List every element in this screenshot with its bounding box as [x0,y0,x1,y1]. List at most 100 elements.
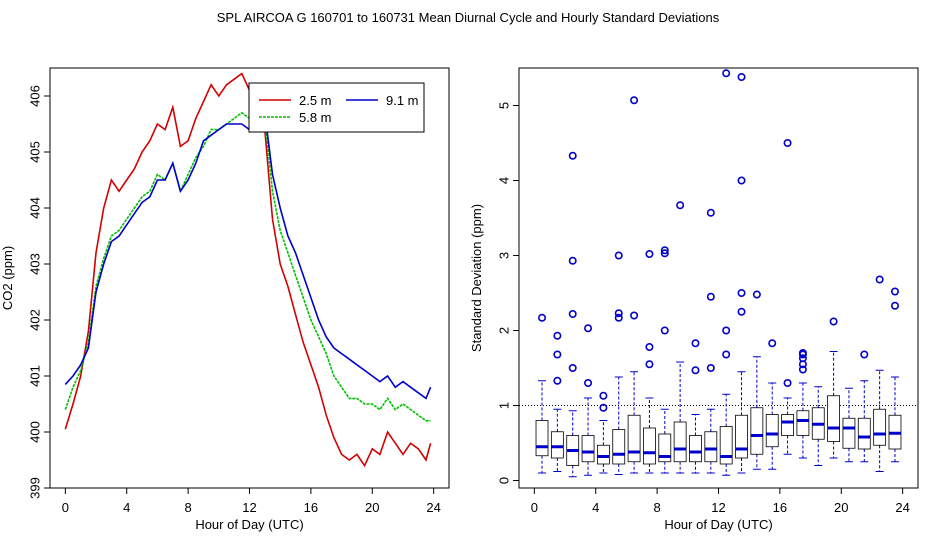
box-outlier [722,326,731,335]
box-outlier [660,249,669,258]
box-hour-21.5 [857,350,871,463]
box-outlier [722,69,731,78]
box-iqr [765,414,779,448]
co2-x-tick-label: 20 [365,500,379,515]
box-outlier [599,391,608,400]
box-outlier [584,378,593,387]
box-outlier [737,307,746,316]
box-hour-17.5 [796,348,810,459]
box-iqr [842,417,856,449]
box-outlier [614,251,623,260]
box-hour-3.5 [581,324,595,476]
box-hour-14.5 [750,290,764,470]
box-hour-2.5 [566,151,580,478]
legend-label: 2.5 m [299,93,332,108]
sd-y-tick-label: 2 [496,327,511,334]
box-hour-12.5 [719,69,733,476]
box-outlier [752,290,761,299]
box-outlier [614,309,623,318]
box-outlier [660,326,669,335]
box-hour-6.5 [627,96,641,474]
box-outlier [798,354,807,363]
box-outlier [568,151,577,160]
box-hour-10.5 [689,339,702,474]
box-outlier [706,208,715,217]
box-outlier [553,331,562,340]
sd-y-tick-label: 0 [496,477,511,484]
box-outlier [553,376,562,385]
box-iqr [735,414,748,459]
sd-y-tick-label: 3 [496,252,511,259]
box-hour-16.5 [781,139,794,455]
box-iqr [673,421,687,463]
box-iqr [719,426,733,465]
box-hour-8.5 [658,246,672,474]
box-outlier [691,339,700,348]
legend-label: 9.1 m [386,93,419,108]
box-iqr [597,444,610,465]
box-outlier [706,363,715,372]
sd-x-tick-label: 24 [895,500,909,515]
box-outlier [860,350,869,359]
box-outlier [737,176,746,185]
box-hour-20.5 [842,387,856,463]
co2-x-tick-label: 8 [184,500,191,515]
sd-x-tick-label: 12 [711,500,725,515]
co2-y-tick-label: 399 [27,477,42,499]
sd-y-tick-label: 4 [496,177,511,184]
box-hour-22.5 [873,275,887,472]
sd-x-tick-label: 8 [653,500,660,515]
box-outlier [890,301,899,310]
box-iqr [643,427,656,465]
co2-x-tick-label: 0 [62,500,69,515]
co2-y-axis-label: CO2 (ppm) [0,246,15,310]
sd-x-axis-label: Hour of Day (UTC) [664,517,772,532]
co2-x-axis-label: Hour of Day (UTC) [195,517,303,532]
co2-y-tick-label: 406 [27,85,42,107]
co2-y-tick-label: 405 [27,141,42,163]
box-iqr [612,429,626,465]
box-iqr [550,431,564,459]
sd-x-tick-label: 20 [834,500,848,515]
box-outlier [645,250,654,259]
box-outlier [691,366,700,375]
box-outlier [599,403,608,412]
box-hour-9.5 [673,201,687,474]
box-hour-1.5 [550,331,564,472]
box-hour-0.5 [535,313,549,474]
box-hour-18.5 [811,386,825,466]
co2-x-tick-label: 12 [242,500,256,515]
legend-label: 5.8 m [299,110,332,125]
box-iqr [796,410,810,436]
chart-title: SPL AIRCOA G 160701 to 160731 Mean Diurn… [216,10,720,25]
box-outlier [783,139,792,148]
box-outlier [584,324,593,333]
box-hour-23.5 [888,287,902,463]
sd-x-tick-label: 4 [592,500,599,515]
box-outlier [614,313,623,322]
box-iqr [535,420,549,457]
box-hour-15.5 [765,339,779,470]
co2-y-tick-label: 400 [27,421,42,443]
box-outlier [553,350,562,359]
box-iqr [750,407,764,455]
box-hour-19.5 [827,317,840,459]
sd-x-tick-label: 16 [773,500,787,515]
box-iqr [581,435,595,463]
co2-y-tick-label: 402 [27,309,42,331]
sd-y-tick-label: 5 [496,102,511,109]
box-hour-13.5 [735,73,748,474]
legend-box [248,82,425,133]
box-outlier [645,360,654,369]
box-outlier [768,339,777,348]
box-outlier [538,313,547,322]
sd-y-axis-label: Standard Deviation (ppm) [469,204,484,352]
box-outlier [568,256,577,265]
series-line-5-8-m [64,111,431,422]
box-outlier [737,288,746,297]
box-outlier [798,348,807,357]
sd-y-tick-label: 1 [496,402,511,409]
co2-x-tick-label: 24 [426,500,440,515]
box-hour-11.5 [704,208,718,474]
